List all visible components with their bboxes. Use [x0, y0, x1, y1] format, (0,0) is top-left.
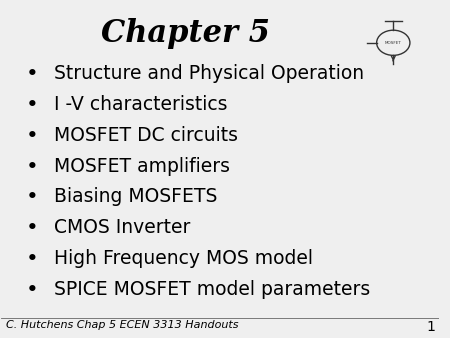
Text: CMOS Inverter: CMOS Inverter: [54, 218, 190, 237]
Text: Chapter 5: Chapter 5: [101, 18, 270, 49]
Text: MOSFET: MOSFET: [385, 41, 402, 45]
Text: •: •: [26, 249, 38, 269]
Text: High Frequency MOS model: High Frequency MOS model: [54, 249, 313, 268]
Text: Structure and Physical Operation: Structure and Physical Operation: [54, 64, 364, 83]
Text: 1: 1: [426, 320, 435, 334]
Text: MOSFET amplifiers: MOSFET amplifiers: [54, 157, 230, 176]
Text: •: •: [26, 218, 38, 238]
Text: I -V characteristics: I -V characteristics: [54, 95, 227, 114]
Text: •: •: [26, 280, 38, 300]
Text: Biasing MOSFETS: Biasing MOSFETS: [54, 188, 217, 207]
Text: C. Hutchens Chap 5 ECEN 3313 Handouts: C. Hutchens Chap 5 ECEN 3313 Handouts: [6, 320, 238, 330]
Text: •: •: [26, 188, 38, 208]
Text: •: •: [26, 126, 38, 146]
Text: SPICE MOSFET model parameters: SPICE MOSFET model parameters: [54, 280, 370, 299]
Text: •: •: [26, 64, 38, 84]
Text: MOSFET DC circuits: MOSFET DC circuits: [54, 126, 238, 145]
Text: •: •: [26, 95, 38, 115]
Text: •: •: [26, 157, 38, 177]
